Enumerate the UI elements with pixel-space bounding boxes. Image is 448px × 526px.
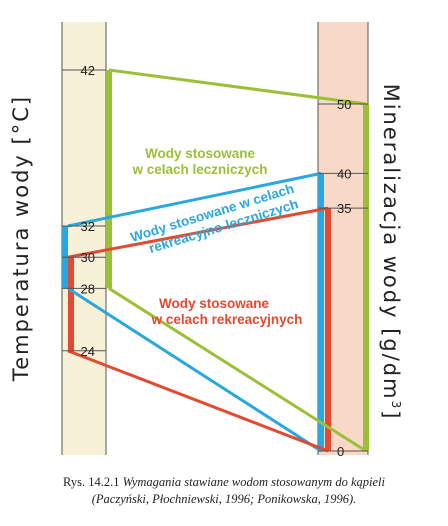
caption-prefix: Rys. 14.2.1	[63, 475, 123, 489]
left-tick-label-2: 30	[81, 250, 95, 265]
red-group-label-line-2: w celach rekreacyjnych	[151, 312, 303, 327]
right-range-bar-red	[325, 208, 331, 451]
connector-blue-2	[67, 171, 322, 228]
connector-green-1	[108, 287, 367, 453]
right-tick-label-2: 35	[337, 201, 351, 216]
right-axis-label-main: Mineralizacja wody [g/dm	[379, 83, 403, 401]
right-tick-label-0: 50	[337, 97, 351, 112]
left-range-bar-green	[106, 70, 112, 289]
right-axis-label: Mineralizacja wody [g/dm3]	[379, 84, 403, 421]
left-axis-label: Temperatura wody [°C]	[9, 94, 33, 382]
left-column	[62, 22, 106, 455]
red-group-label-line-1: Wody stosowane	[159, 296, 270, 311]
connector-green-0	[108, 68, 367, 106]
left-tick-label-4: 24	[81, 344, 95, 359]
connector-red-4	[67, 206, 329, 259]
right-range-bar-green	[363, 104, 369, 451]
left-tick-label-1: 32	[81, 219, 95, 234]
right-range-bar-blue	[318, 173, 324, 451]
right-axis-label-end: ]	[379, 410, 403, 421]
caption-title: Wymagania stawiane wodom stosowanym do k…	[122, 475, 385, 489]
connector-blue-3	[67, 287, 322, 453]
figure-caption: Rys. 14.2.1 Wymagania stawiane wodom sto…	[0, 474, 448, 508]
caption-source: (Paczyński, Płochniewski, 1996; Ponikows…	[91, 492, 357, 506]
right-tick-label-3: 0	[337, 444, 344, 459]
left-tick-label-3: 28	[81, 281, 95, 296]
left-range-bar-red	[68, 257, 74, 351]
right-axis-label-exponent: 3	[389, 400, 403, 411]
green-group-label-line-2: w celach leczniczych	[131, 162, 267, 177]
green-group-label-line-1: Wody stosowane	[145, 146, 256, 161]
left-tick-label-0: 42	[81, 63, 95, 78]
right-tick-label-1: 40	[337, 166, 351, 181]
connector-red-5	[67, 349, 329, 453]
